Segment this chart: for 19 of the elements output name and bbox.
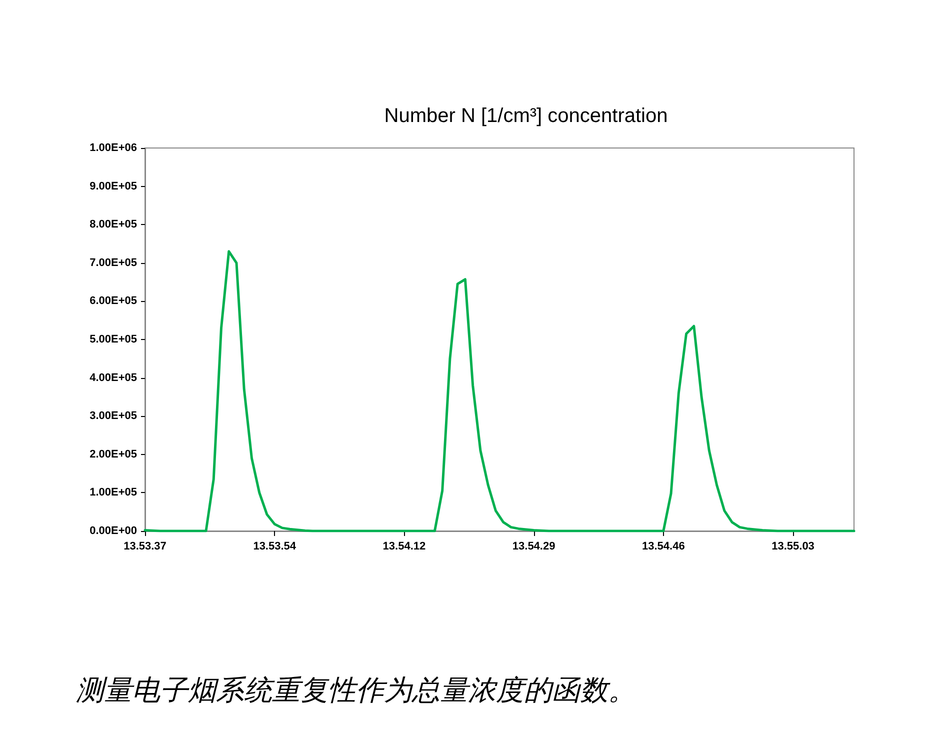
y-tick-label: 5.00E+05: [90, 334, 137, 346]
y-tick-label: 8.00E+05: [90, 218, 137, 231]
x-tick-label: 13.53.54: [253, 540, 297, 552]
text: 测量电子烟系统重复性作为总量浓度的函数。: [76, 674, 636, 706]
y-tick-label: 3.00E+05: [90, 410, 137, 422]
y-tick-label: 1.00E+05: [90, 486, 137, 499]
x-tick-label: 13.54.46: [642, 540, 685, 552]
y-tick-label: 6.00E+05: [90, 295, 137, 308]
y-tick-label: 2.00E+05: [90, 448, 137, 460]
y-tick-label: 1.00E+06: [90, 142, 137, 154]
y-tick-label: 4.00E+05: [90, 372, 137, 384]
x-tick-label: 13.55.03: [772, 540, 814, 552]
x-tick-label: 13.53.37: [124, 540, 166, 552]
x-tick-label: 13.54.12: [382, 540, 426, 552]
chart-title: Number N [1/cm³] concentration: [384, 105, 668, 127]
y-tick-label: 9.00E+05: [90, 180, 137, 192]
y-tick-label: 0.00E+00: [90, 525, 137, 537]
y-tick-label: 7.00E+05: [90, 256, 137, 269]
x-tick-label: 13.54.29: [512, 540, 556, 552]
